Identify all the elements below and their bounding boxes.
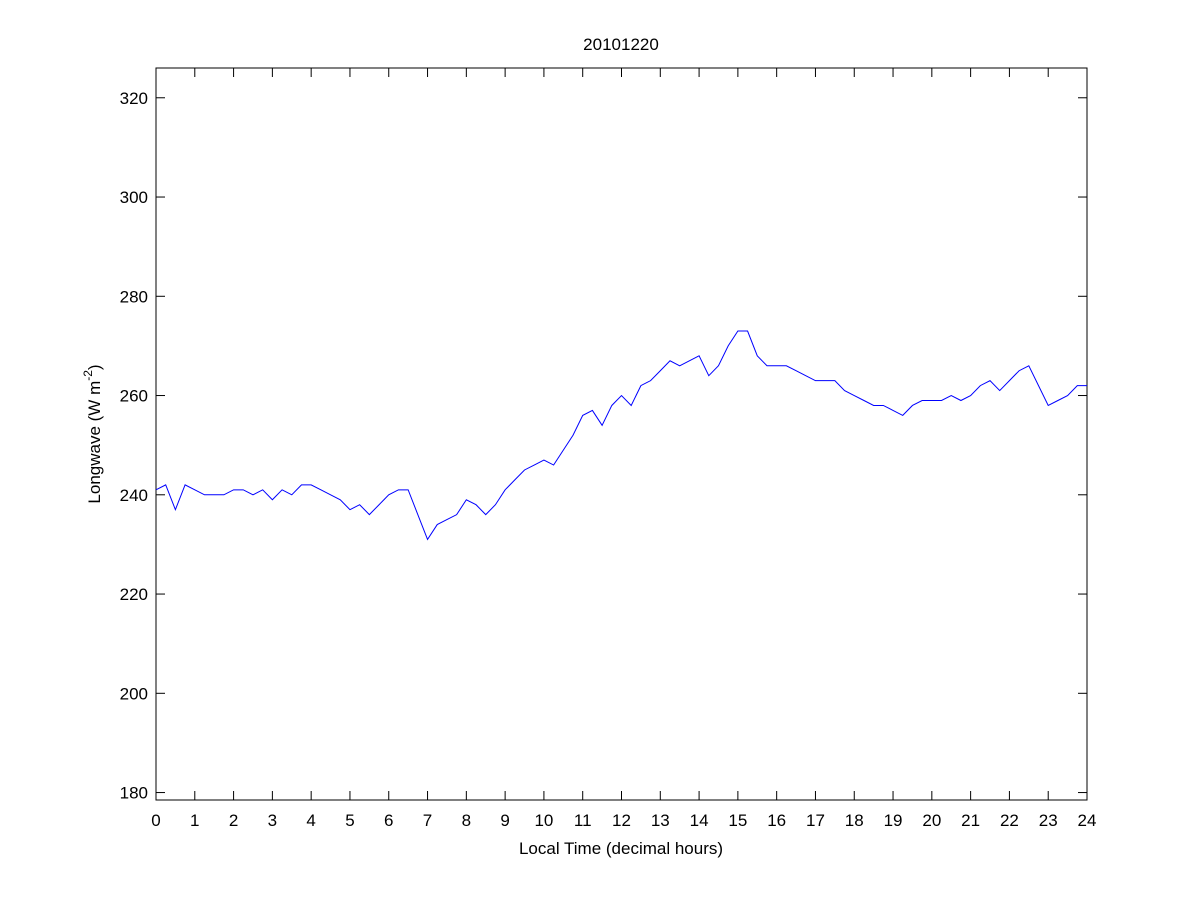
x-tick-label: 18: [845, 811, 864, 830]
x-tick-label: 13: [651, 811, 670, 830]
y-tick-label: 320: [120, 89, 148, 108]
y-tick-label: 200: [120, 684, 148, 703]
x-tick-label: 5: [345, 811, 354, 830]
y-label-superscript: -2: [81, 370, 95, 381]
x-tick-label: 9: [500, 811, 509, 830]
x-tick-label: 17: [806, 811, 825, 830]
chart-title: 20101220: [583, 35, 659, 54]
x-tick-label: 15: [728, 811, 747, 830]
x-axis-label: Local Time (decimal hours): [519, 839, 723, 858]
x-tick-label: 6: [384, 811, 393, 830]
plot-area: [155, 67, 1088, 801]
y-label-text: ): [85, 364, 104, 370]
x-tick-label: 11: [574, 811, 592, 830]
x-tick-label: 23: [1039, 811, 1058, 830]
y-tick-label: 240: [120, 486, 148, 505]
x-tick-label: 16: [767, 811, 786, 830]
y-tick-label: 220: [120, 585, 148, 604]
x-tick-label: 8: [462, 811, 471, 830]
x-tick-label: 4: [306, 811, 315, 830]
x-tick-label: 1: [190, 811, 199, 830]
x-tick-label: 20: [922, 811, 941, 830]
y-tick-label: 180: [120, 784, 148, 803]
data-line: [155, 330, 1087, 541]
x-tick-label: 0: [151, 811, 160, 830]
x-tick-label: 14: [690, 811, 709, 830]
y-axis-label: Longwave (W m-2): [81, 364, 104, 503]
y-tick-label: 300: [120, 188, 148, 207]
x-tick-label: 2: [229, 811, 238, 830]
y-tick-label: 280: [120, 287, 148, 306]
x-tick-label: 7: [423, 811, 432, 830]
x-tick-label: 24: [1078, 811, 1097, 830]
x-tick-label: 3: [268, 811, 277, 830]
x-tick-label: 21: [961, 811, 980, 830]
x-tick-label: 19: [884, 811, 903, 830]
x-tick-label: 10: [534, 811, 553, 830]
x-tick-label: 12: [612, 811, 631, 830]
y-label-text: Longwave (W m: [85, 381, 104, 504]
y-tick-label: 260: [120, 387, 148, 406]
x-tick-label: 22: [1000, 811, 1019, 830]
